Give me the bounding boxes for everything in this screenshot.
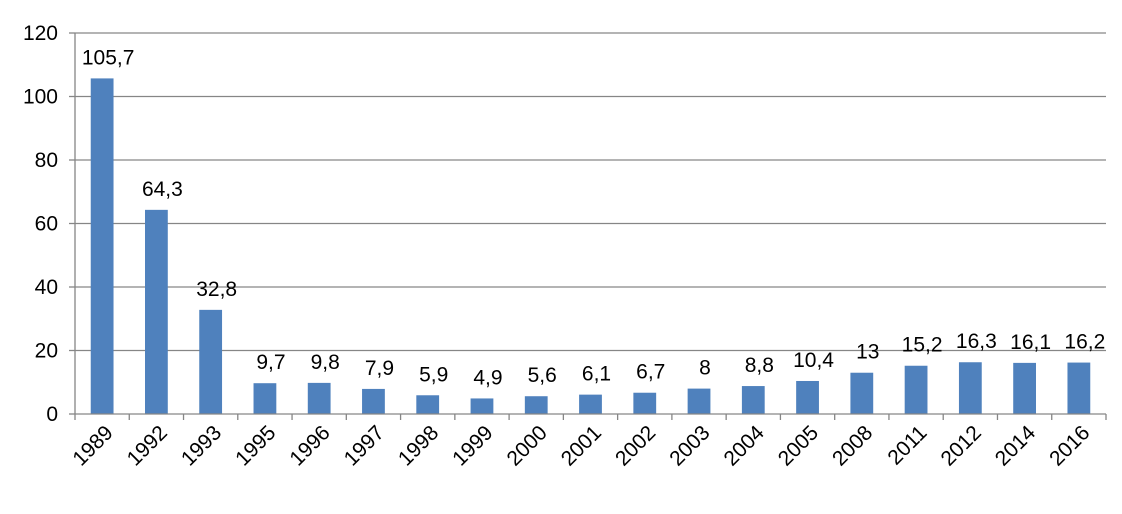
bar-2008 xyxy=(850,372,874,414)
x-tick-label: 1996 xyxy=(285,421,334,470)
bar-2004 xyxy=(741,386,765,414)
data-label-1993: 32,8 xyxy=(196,278,237,301)
data-label-1998: 5,9 xyxy=(419,363,448,386)
data-label-1995: 9,7 xyxy=(256,351,285,374)
y-tick-label: 120 xyxy=(23,22,58,45)
bar-1998 xyxy=(416,395,440,414)
bar-2002 xyxy=(633,392,657,414)
bars xyxy=(90,78,1091,414)
x-tick-label: 1998 xyxy=(394,421,443,470)
bar-1996 xyxy=(307,382,331,414)
data-label-2004: 8,8 xyxy=(745,354,774,377)
data-label-2000: 5,6 xyxy=(528,364,557,387)
data-label-1992: 64,3 xyxy=(142,178,183,201)
gridlines xyxy=(75,32,1106,352)
bar-2016 xyxy=(1067,362,1091,414)
data-label-2008: 13 xyxy=(856,341,879,364)
x-tick-label: 2005 xyxy=(774,421,823,470)
bar-1989 xyxy=(90,78,114,414)
bar-2012 xyxy=(958,362,982,414)
x-tick-label: 2008 xyxy=(828,421,877,470)
data-label-2012: 16,3 xyxy=(956,330,997,353)
x-tick-label: 2002 xyxy=(611,421,660,470)
x-tick-label: 1989 xyxy=(68,421,117,470)
data-label-1997: 7,9 xyxy=(365,357,394,380)
bar-2011 xyxy=(904,365,928,414)
x-tick-label: 2016 xyxy=(1045,421,1094,470)
data-label-2016: 16,2 xyxy=(1064,331,1105,354)
data-label-1996: 9,8 xyxy=(311,351,340,374)
x-tick-label: 2000 xyxy=(502,421,551,470)
x-tick-label: 1992 xyxy=(123,421,172,470)
data-label-2001: 6,1 xyxy=(582,363,611,386)
data-label-2003: 8 xyxy=(699,357,711,380)
x-tick-label: 1999 xyxy=(448,421,497,470)
bar-1999 xyxy=(470,398,494,414)
y-tick-label: 60 xyxy=(35,213,58,236)
bar-2005 xyxy=(796,380,819,414)
x-tick-label: 2004 xyxy=(720,421,770,471)
y-tick-label: 0 xyxy=(46,403,58,426)
data-label-2005: 10,4 xyxy=(793,349,834,372)
bar-1993 xyxy=(199,309,223,414)
x-tick-label: 2003 xyxy=(665,421,714,470)
y-tick-label: 40 xyxy=(35,276,58,299)
bar-2000 xyxy=(524,396,548,414)
data-label-1999: 4,9 xyxy=(473,366,502,389)
x-tick-label: 2011 xyxy=(883,421,931,469)
bar-1997 xyxy=(362,388,385,414)
data-label-2014: 16,1 xyxy=(1010,331,1051,354)
x-tick-label: 2012 xyxy=(937,421,986,470)
x-tick-label: 1997 xyxy=(340,421,389,470)
x-tick-label: 2014 xyxy=(991,421,1041,471)
x-tick-label: 2001 xyxy=(557,421,606,470)
x-tick-label: 1995 xyxy=(231,421,280,470)
data-label-2002: 6,7 xyxy=(636,361,665,384)
bar-2014 xyxy=(1013,362,1037,414)
x-tick-label: 1993 xyxy=(177,421,226,470)
y-tick-label: 80 xyxy=(35,149,58,172)
data-labels: 105,7 64,3 32,8 9,7 9,8 7,9 5,9 4,9 5,6 6,1 6,7 8 8,… xyxy=(82,46,1105,389)
data-label-2011: 15,2 xyxy=(902,334,943,357)
bar-2001 xyxy=(579,394,602,414)
bar-2003 xyxy=(687,388,711,414)
data-label-1989: 105,7 xyxy=(82,46,135,69)
bar-1995 xyxy=(253,383,277,414)
y-tick-label: 100 xyxy=(23,86,58,109)
y-tick-label: 20 xyxy=(35,340,58,363)
bar-1992 xyxy=(144,209,168,414)
